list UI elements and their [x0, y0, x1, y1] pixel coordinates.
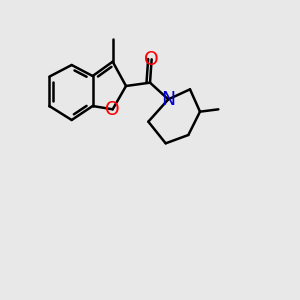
Text: N: N — [161, 90, 176, 109]
Text: O: O — [144, 50, 159, 69]
Text: O: O — [105, 100, 120, 119]
